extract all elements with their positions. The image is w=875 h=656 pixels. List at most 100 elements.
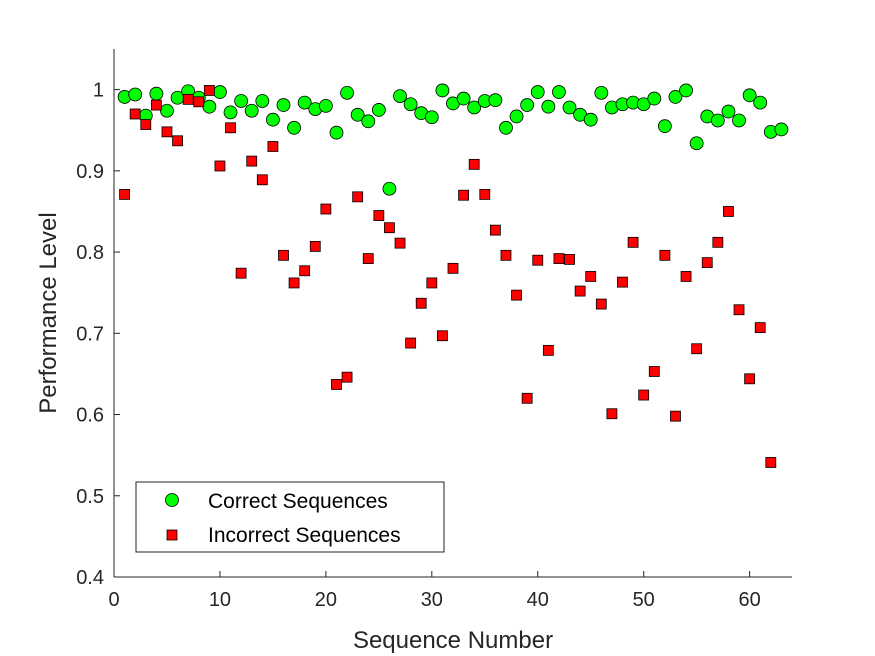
data-point-incorrect (182, 93, 194, 105)
data-point-correct (689, 136, 704, 151)
data-point-correct (456, 91, 471, 106)
data-point-correct (382, 181, 397, 196)
y-tick-label: 0.7 (76, 323, 104, 345)
data-point-correct (594, 85, 609, 100)
data-point-correct (541, 99, 556, 114)
data-point-incorrect (468, 158, 480, 170)
y-tick-label: 0.6 (76, 405, 104, 427)
data-point-correct (128, 87, 143, 102)
data-point-incorrect (246, 155, 258, 167)
data-point-incorrect (564, 253, 575, 265)
data-point-incorrect (172, 135, 183, 147)
data-point-correct (213, 85, 227, 99)
y-axis-title: Performance Level (35, 212, 62, 413)
data-point-incorrect (765, 457, 777, 468)
data-point-correct (371, 103, 386, 117)
data-point-correct (530, 85, 545, 99)
data-point-incorrect (426, 277, 438, 289)
data-point-correct (202, 99, 217, 114)
data-point-incorrect (384, 222, 395, 234)
y-tick-label: 0.8 (76, 242, 104, 264)
x-tick-label: 10 (209, 589, 231, 611)
data-marks (117, 83, 789, 468)
data-point-incorrect (723, 206, 734, 217)
data-point-incorrect (648, 366, 660, 377)
data-point-correct (742, 88, 757, 103)
data-point-incorrect (574, 285, 586, 297)
data-point-incorrect (140, 119, 152, 130)
data-point-correct (393, 89, 407, 104)
data-point-correct (520, 98, 535, 112)
x-tick-label: 30 (421, 589, 443, 611)
data-point-incorrect (331, 379, 342, 390)
data-point-incorrect (309, 240, 321, 252)
series-incorrect (119, 85, 777, 468)
data-point-incorrect (150, 99, 162, 111)
data-point-incorrect (532, 254, 544, 266)
data-point-incorrect (595, 298, 607, 310)
x-tick-label: 60 (739, 589, 761, 611)
data-point-incorrect (553, 253, 565, 264)
x-axis-title: Sequence Number (353, 627, 553, 654)
data-point-incorrect (458, 189, 469, 201)
data-point-incorrect (542, 344, 554, 356)
data-point-correct (435, 83, 450, 98)
data-point-incorrect (341, 371, 353, 383)
data-point-incorrect (373, 210, 385, 221)
data-point-correct (287, 120, 301, 135)
data-point-correct (329, 125, 344, 140)
data-point-incorrect (161, 126, 173, 138)
tick-labels: 0 10 20 30 40 50 60 0.4 0.5 0.6 0.7 0.8 0.9 1 (76, 80, 761, 611)
data-point-incorrect (733, 304, 745, 316)
data-point-incorrect (278, 249, 289, 261)
data-point-correct (721, 104, 736, 119)
data-point-incorrect (659, 249, 671, 261)
data-point-correct (244, 103, 259, 118)
data-point-incorrect (394, 237, 406, 249)
data-point-correct (583, 112, 598, 127)
data-point-incorrect (606, 408, 618, 420)
data-point-incorrect (691, 343, 703, 355)
data-point-correct (297, 95, 312, 110)
data-point-incorrect (489, 224, 501, 236)
data-point-correct (403, 97, 418, 112)
data-point-correct (255, 94, 270, 108)
data-point-correct (562, 100, 577, 115)
data-point-correct (340, 85, 354, 100)
axes (113, 49, 792, 578)
x-tick-label: 50 (633, 589, 655, 611)
data-point-incorrect (193, 96, 205, 108)
legend-marker-correct (165, 493, 179, 507)
y-tick-label: 0.4 (76, 567, 104, 589)
data-point-incorrect (352, 191, 364, 203)
data-point-correct (552, 85, 566, 99)
data-point-correct (636, 97, 651, 112)
legend-label-correct: Correct Sequences (208, 490, 388, 513)
data-point-incorrect (362, 253, 374, 264)
data-point-incorrect (617, 276, 628, 288)
x-tick-label: 40 (527, 589, 549, 611)
data-point-incorrect (754, 322, 766, 334)
data-point-correct (488, 93, 503, 108)
data-point-correct (234, 94, 249, 108)
data-point-incorrect (447, 262, 459, 274)
legend-marker-incorrect (166, 529, 178, 541)
data-point-incorrect (670, 410, 681, 422)
data-point-correct (774, 122, 789, 137)
data-point-incorrect (521, 392, 533, 404)
y-tick-label: 0.9 (76, 161, 104, 183)
data-point-incorrect (405, 337, 417, 349)
data-point-correct (732, 113, 746, 128)
data-point-incorrect (638, 389, 650, 401)
data-point-correct (223, 105, 238, 120)
data-point-correct (266, 112, 280, 127)
x-tick-label: 20 (315, 589, 337, 611)
data-point-correct (424, 110, 439, 125)
data-point-correct (149, 86, 164, 101)
data-point-incorrect (129, 108, 141, 120)
data-point-correct (350, 107, 365, 122)
data-point-incorrect (119, 189, 130, 200)
data-point-correct (647, 91, 662, 106)
data-point-correct (668, 90, 683, 104)
